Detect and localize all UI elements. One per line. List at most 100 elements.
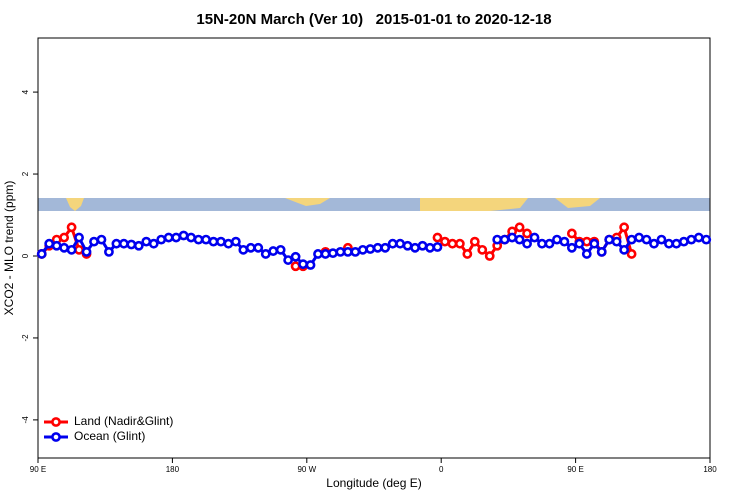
point [641, 234, 652, 245]
point [537, 238, 547, 249]
point [74, 232, 84, 243]
x-tick-label: 90 E [30, 465, 46, 474]
x-tick-label: 90 W [297, 465, 316, 474]
x-tick-label: 180 [703, 465, 717, 474]
point [223, 238, 234, 249]
point [425, 242, 435, 253]
point [678, 236, 689, 247]
point [671, 238, 682, 249]
point [51, 240, 62, 251]
point [305, 260, 316, 270]
point [522, 228, 532, 239]
point [566, 228, 577, 239]
point [59, 242, 70, 253]
point [619, 244, 630, 255]
point [298, 259, 308, 270]
point [89, 236, 99, 247]
point [529, 232, 540, 243]
point [171, 232, 182, 243]
point [156, 234, 167, 245]
point [268, 246, 279, 256]
legend-label: Land (Nadir&Glint) [74, 414, 173, 428]
point [626, 234, 637, 245]
point [126, 239, 137, 250]
point [335, 246, 346, 257]
point [701, 234, 712, 245]
point [253, 242, 264, 253]
y-tick-label: -4 [21, 416, 30, 424]
point [328, 248, 338, 259]
point [350, 246, 361, 257]
point [395, 238, 406, 249]
point [178, 230, 189, 241]
point [417, 240, 428, 251]
point [186, 232, 196, 243]
point [96, 234, 107, 245]
point [387, 238, 398, 249]
point [686, 234, 697, 245]
point [74, 244, 84, 255]
point [581, 249, 592, 259]
x-tick-label: 0 [439, 465, 444, 474]
point [514, 234, 525, 245]
point [611, 236, 622, 247]
point [372, 242, 383, 253]
point [290, 251, 301, 262]
point [581, 236, 592, 247]
point [604, 234, 615, 245]
y-axis-label: XCO2 - MLO trend (ppm) [2, 181, 16, 316]
point [230, 236, 241, 247]
point [656, 234, 667, 245]
point [693, 232, 704, 243]
point [290, 261, 301, 272]
point [634, 232, 644, 243]
plot-frame [37, 37, 711, 459]
y-tick-label: -2 [21, 334, 30, 342]
point [589, 238, 600, 249]
point [559, 236, 570, 247]
point [357, 244, 368, 255]
x-tick-label: 180 [166, 465, 180, 474]
point [163, 232, 174, 243]
map-band [38, 198, 710, 211]
point [133, 240, 144, 251]
point [522, 238, 532, 249]
point [492, 234, 503, 245]
point [66, 244, 77, 255]
point [193, 234, 204, 245]
point [216, 236, 226, 247]
point [432, 232, 443, 243]
y-tick-label: 4 [21, 89, 30, 94]
point [499, 234, 510, 245]
point [410, 242, 420, 253]
chart-title: 15N-20N March (Ver 10) 2015-01-01 to 202… [196, 11, 551, 28]
point [342, 246, 353, 257]
point [260, 249, 271, 259]
point [484, 251, 495, 261]
point [201, 234, 211, 245]
point [432, 242, 443, 252]
point [447, 238, 458, 249]
legend-marker [51, 417, 61, 427]
point [462, 249, 473, 259]
point [148, 238, 159, 249]
y-tick-label: 2 [21, 171, 30, 176]
point [59, 232, 70, 243]
point [469, 236, 480, 247]
point [619, 222, 630, 233]
point [514, 222, 525, 233]
point [402, 240, 413, 251]
point [283, 255, 294, 265]
point [320, 249, 331, 259]
point [36, 249, 47, 259]
point [275, 244, 286, 255]
point [552, 234, 562, 245]
point [626, 249, 637, 259]
point [313, 249, 323, 259]
point [507, 232, 518, 243]
point [208, 236, 219, 247]
point [440, 236, 450, 247]
point [118, 238, 129, 249]
point [141, 236, 152, 247]
